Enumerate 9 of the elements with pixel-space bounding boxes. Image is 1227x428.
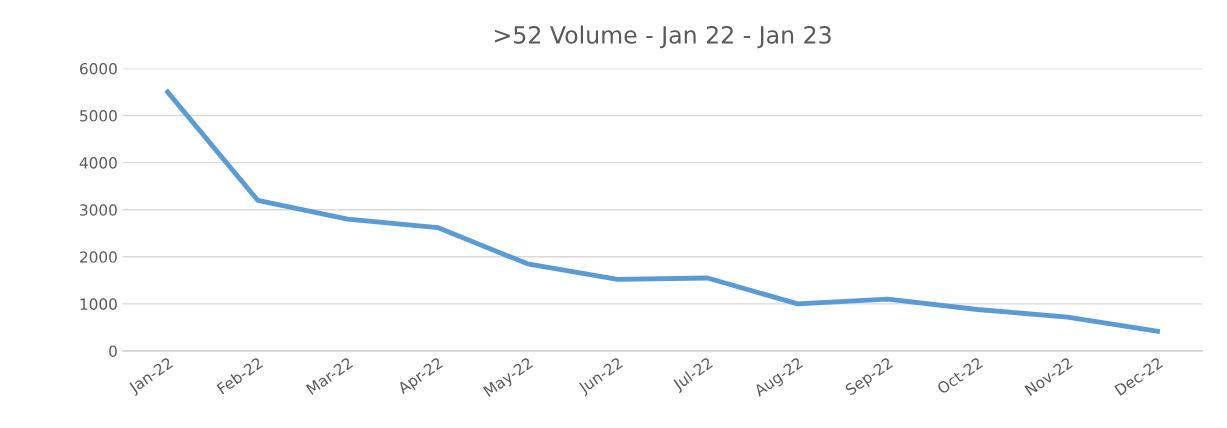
y-tick-label: 4000	[79, 157, 117, 169]
y-tick-label: 2000	[80, 251, 117, 263]
chart-title: >52 Volume - Jan 22 - Jan 23	[495, 25, 831, 49]
y-tick-label: 0	[109, 345, 117, 357]
y-tick-label: 6000	[80, 62, 117, 75]
y-tick-label: 3000	[80, 204, 117, 216]
line-series	[165, 89, 1160, 334]
y-tick-label: 5000	[80, 110, 117, 122]
y-tick-label: 1000	[80, 298, 117, 310]
